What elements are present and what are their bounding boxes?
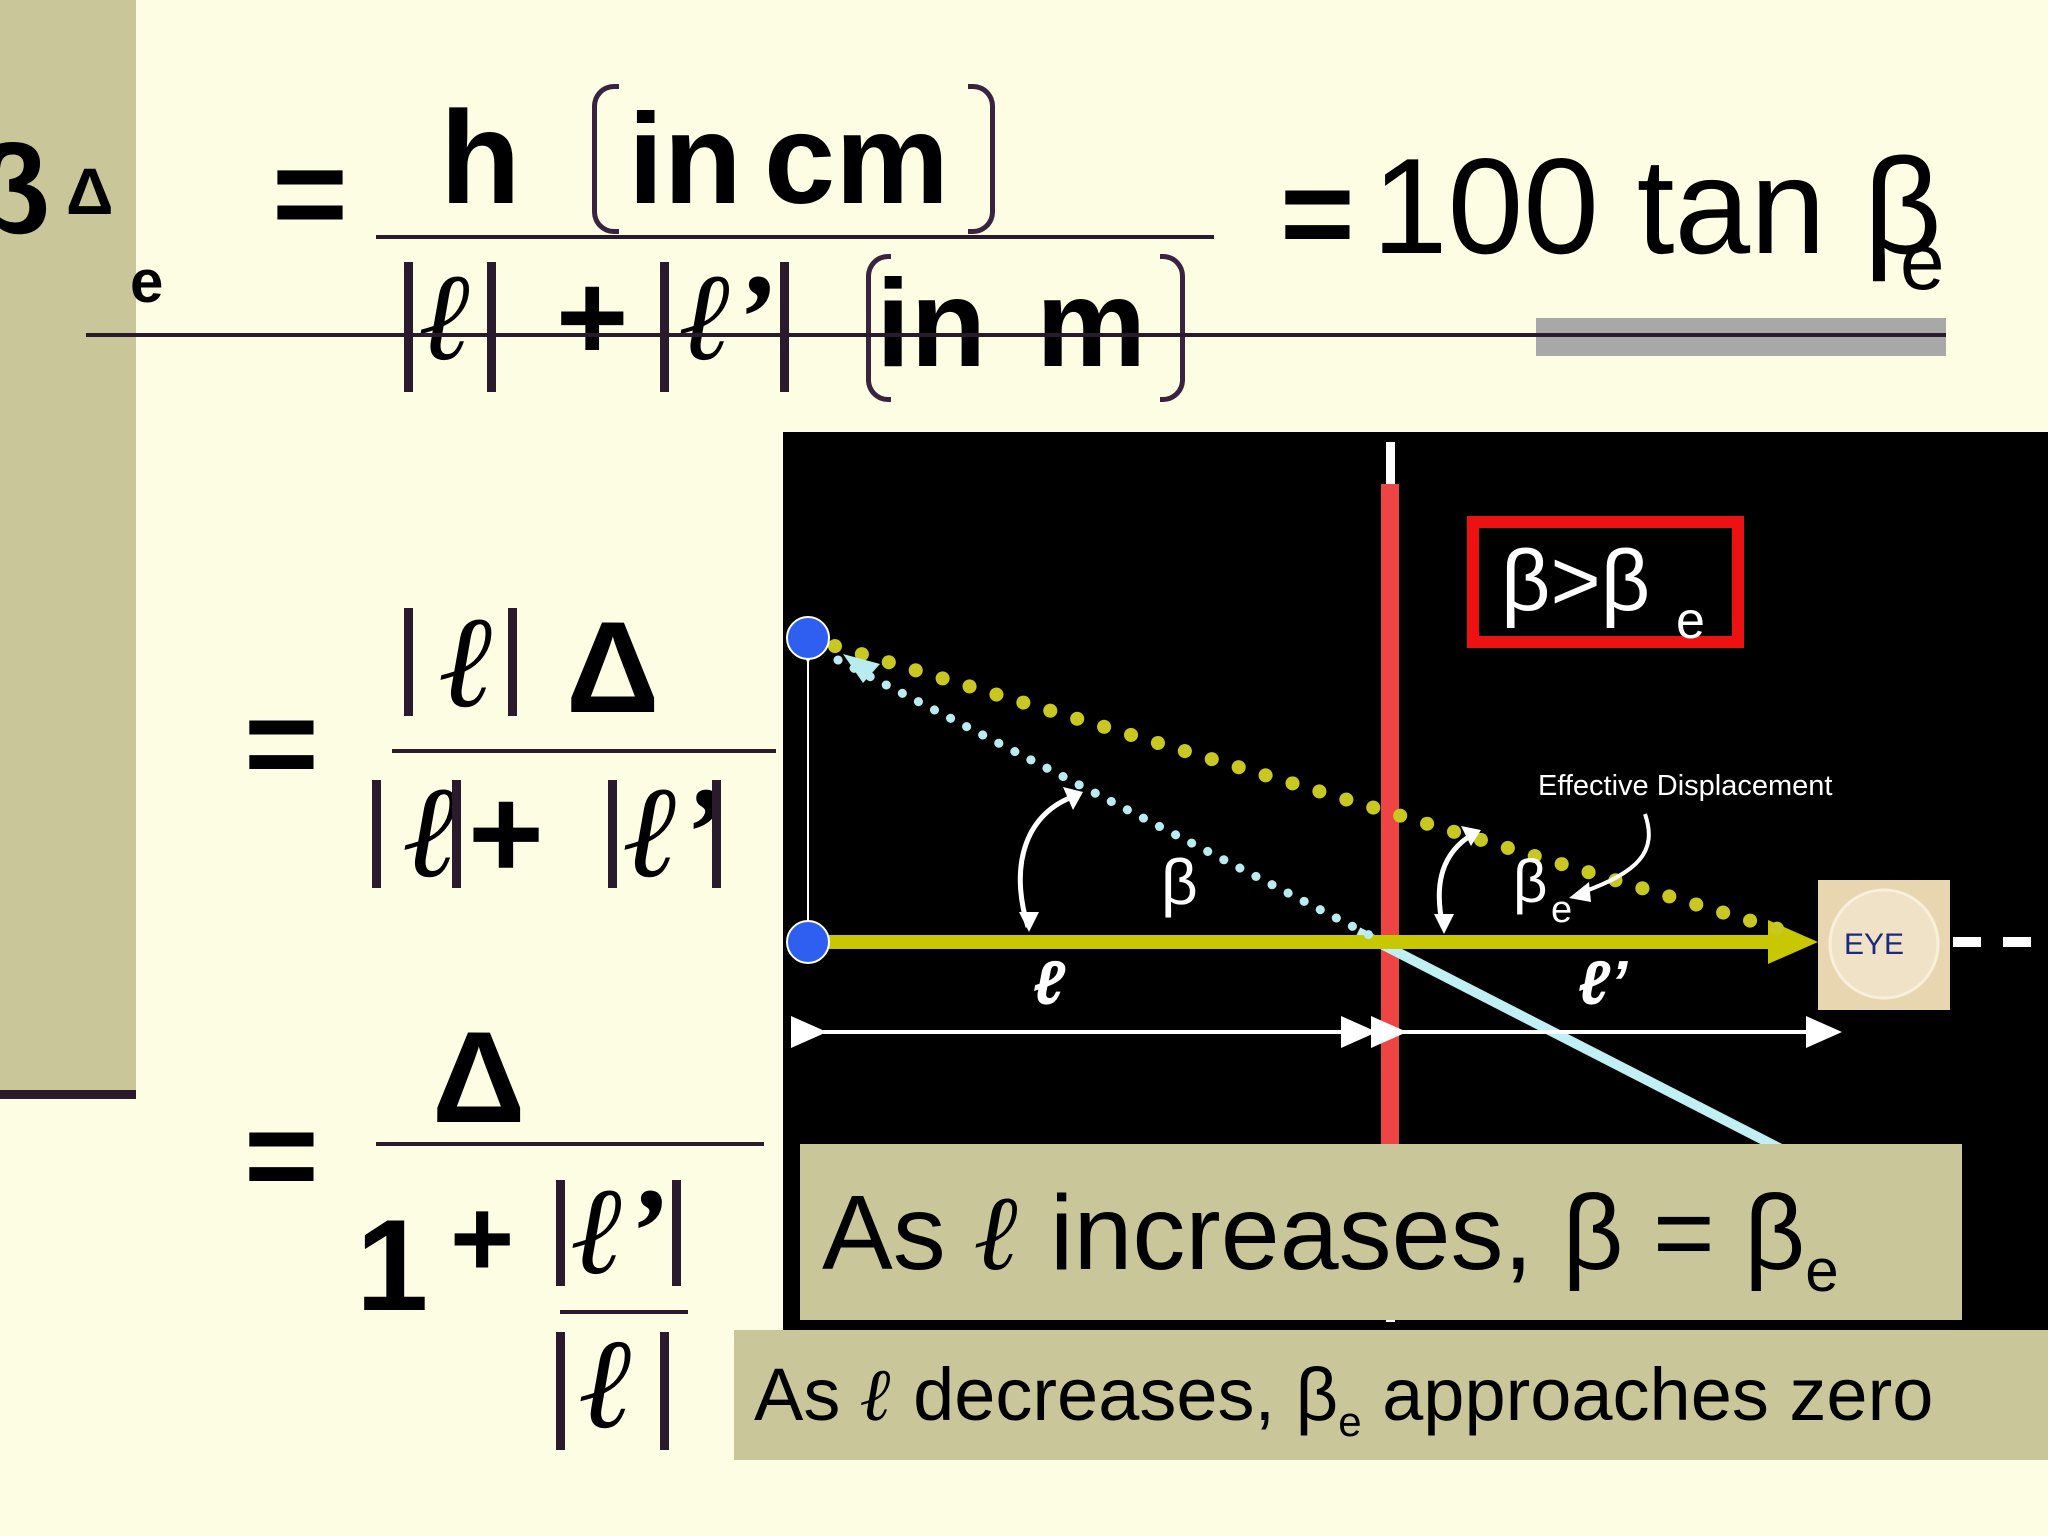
- relation-text: β>β: [1501, 533, 1650, 629]
- caption-decrease-tail: approaches zero: [1361, 1353, 1934, 1436]
- low-frac-abs: [556, 1180, 565, 1286]
- lhs-beta: β: [0, 121, 51, 260]
- beta-angle-arrow: [1017, 793, 1076, 928]
- caption-increase: As ℓ increases, β = βe: [800, 1144, 1962, 1320]
- den-abs-bar: [487, 262, 496, 392]
- lens-line: [1381, 484, 1399, 1274]
- mid-den-plus: +: [468, 760, 544, 906]
- low-inner-fraction-bar: [560, 1310, 688, 1314]
- mid-den-abs: [372, 780, 381, 888]
- effective-displacement-label: Effective Displacement: [1538, 770, 1832, 802]
- sidebar-panel: [0, 0, 136, 1099]
- mid-num-abs: [404, 608, 413, 716]
- image-point-top: [786, 616, 830, 660]
- object-point: [786, 920, 830, 964]
- den-m: m: [1036, 255, 1147, 393]
- mid-num-abs: [508, 608, 517, 716]
- effective-dotted-line: [801, 631, 1795, 939]
- caption-decrease-body: decreases, β: [892, 1353, 1339, 1436]
- beta-e-angle-arrow: [1436, 831, 1475, 928]
- mid-num-ell: ℓ: [440, 591, 496, 735]
- den-right-paren: [1160, 254, 1185, 402]
- caption-increase-sub: e: [1805, 1237, 1839, 1305]
- den-abs-bar: [780, 262, 789, 392]
- caption-decrease-prefix: As: [754, 1353, 861, 1436]
- eye-label: EYE: [1844, 928, 1904, 961]
- mid-equals: =: [244, 672, 319, 815]
- low-frac-num: ℓ’: [572, 1163, 667, 1300]
- low-frac-abs: [660, 1332, 669, 1450]
- beta-e-label: β: [1513, 848, 1548, 915]
- beta-arrowhead: [1063, 787, 1083, 810]
- num-h: h: [440, 84, 521, 231]
- num-in: in: [628, 88, 742, 231]
- caption-increase-body: increases, β = β: [1020, 1174, 1806, 1292]
- caption-increase-prefix: As: [822, 1174, 976, 1292]
- num-right-paren: [968, 84, 995, 234]
- low-equals: =: [244, 1084, 319, 1227]
- beta-label: β: [1161, 846, 1198, 918]
- den-abs-bar: [660, 262, 669, 392]
- top-equals: =: [272, 120, 348, 266]
- eye-icon: [1828, 888, 1940, 1000]
- relation-box: [1467, 516, 1744, 648]
- num-left-paren: [592, 84, 619, 234]
- strike-line: [86, 333, 1946, 337]
- low-frac-abs: [556, 1332, 565, 1450]
- beta-e-arrowhead: [1434, 914, 1454, 934]
- mid-den-ell: ℓ: [404, 761, 460, 905]
- rhs-expression: 100 tan β: [1372, 130, 1942, 282]
- ell-prime-label: ℓ’: [1578, 949, 1628, 1018]
- effective-pointer-head: [1569, 882, 1591, 902]
- den-abs-bar: [404, 262, 413, 392]
- ell-label: ℓ: [1033, 949, 1066, 1018]
- virtual-ray-arrowhead: [843, 654, 880, 683]
- num-cm: cm: [764, 88, 949, 231]
- axis-dash: [2003, 937, 2031, 947]
- beta-e-subscript: e: [1551, 889, 1572, 931]
- den-plus: +: [556, 249, 629, 387]
- low-num-delta: Δ: [432, 1004, 526, 1150]
- den-ell-prime: ℓ’: [680, 249, 775, 386]
- caption-decrease-sub: e: [1338, 1397, 1362, 1445]
- low-den-one: 1: [356, 1192, 429, 1338]
- den-left-paren: [866, 254, 891, 402]
- caption-increase-ell: ℓ: [975, 1175, 1021, 1292]
- top-fraction-bar: [376, 235, 1214, 239]
- caption-decrease-ell: ℓ: [860, 1355, 893, 1437]
- low-den-plus: +: [450, 1177, 515, 1300]
- formula-lhs: β: [0, 128, 50, 253]
- mid-den-ell-prime: ℓ’: [624, 761, 723, 905]
- den-ell: ℓ: [420, 249, 473, 386]
- beta-arrowhead: [1019, 912, 1039, 932]
- rhs-equals: =: [1280, 142, 1355, 285]
- caption-increase-text: As ℓ increases, β = βe: [822, 1180, 1839, 1301]
- effective-pointer: [1582, 813, 1651, 894]
- rhs-subscript: e: [1900, 217, 1945, 306]
- axis-tick-top: [1386, 442, 1395, 484]
- mid-den-abs: [608, 780, 617, 888]
- lhs-subscript: e: [130, 248, 164, 315]
- mid-fraction-bar: [392, 749, 776, 753]
- highlight-bar: [1536, 318, 1946, 356]
- strike-line-overlay: [1536, 333, 1946, 337]
- low-fraction-bar: [376, 1142, 764, 1146]
- low-frac-den: ℓ: [580, 1313, 635, 1455]
- den-in: in: [876, 255, 987, 393]
- lhs-superscript: Δ: [66, 154, 114, 228]
- caption-decrease-text: As ℓ decreases, βe approaches zero: [754, 1358, 1933, 1443]
- mid-num-delta: Δ: [566, 594, 660, 740]
- low-frac-abs: [672, 1180, 681, 1286]
- mid-den-abs: [452, 780, 461, 888]
- mid-den-abs: [712, 780, 721, 888]
- beta-e-arrowhead: [1461, 826, 1481, 846]
- relation-subscript: e: [1676, 592, 1705, 650]
- axis-dash: [1953, 937, 1981, 947]
- caption-decrease: As ℓ decreases, βe approaches zero: [734, 1330, 2048, 1460]
